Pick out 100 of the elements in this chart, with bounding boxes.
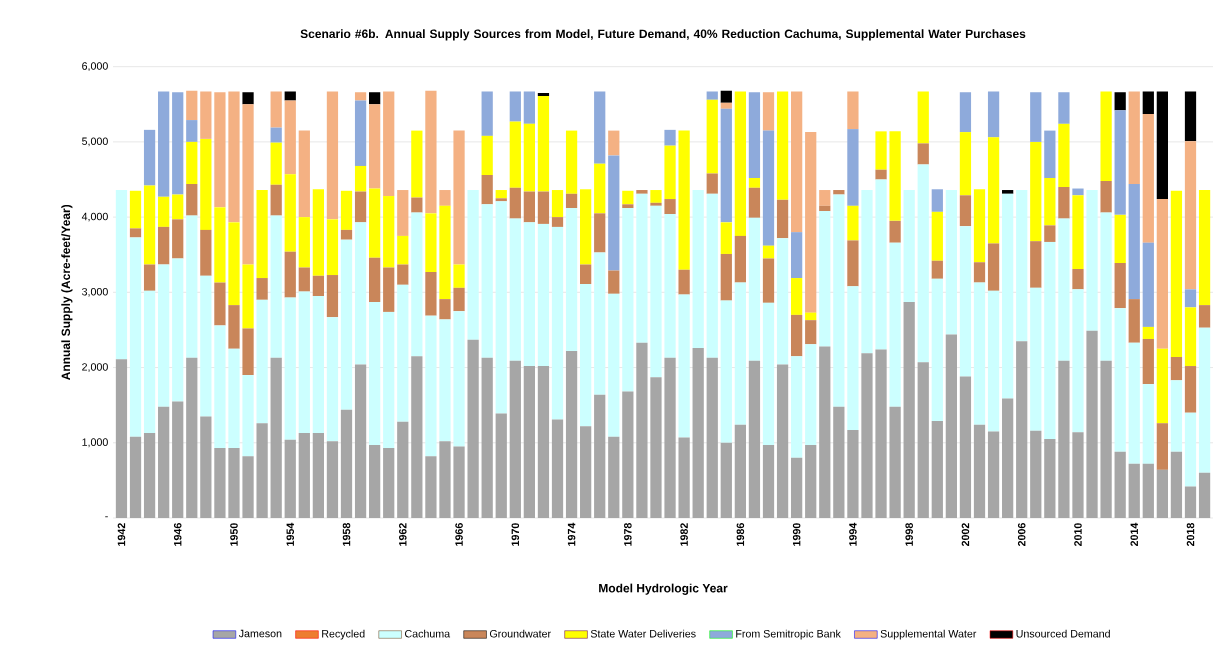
bar <box>369 188 381 258</box>
bar <box>1044 225 1056 243</box>
bar <box>959 92 972 133</box>
bar <box>228 222 240 306</box>
bar <box>608 436 620 519</box>
bar <box>706 99 718 174</box>
bar <box>706 357 718 519</box>
bar <box>734 236 746 283</box>
bar <box>636 193 648 343</box>
bar <box>973 424 986 519</box>
bar <box>720 102 732 109</box>
bar <box>608 155 620 271</box>
bar <box>228 91 240 223</box>
bar <box>720 442 732 519</box>
bar <box>439 299 451 320</box>
bar <box>523 366 536 519</box>
bar <box>354 100 367 167</box>
bar <box>256 423 268 519</box>
bar <box>1030 430 1042 519</box>
bar <box>1002 398 1014 519</box>
bar <box>1128 184 1140 300</box>
bar <box>1142 384 1154 464</box>
bar <box>425 315 437 457</box>
bar <box>945 190 957 335</box>
bar <box>340 239 353 410</box>
bar <box>1100 181 1112 213</box>
bar <box>1114 308 1126 452</box>
bar <box>805 344 817 446</box>
bar <box>1156 348 1168 424</box>
bar <box>861 353 873 519</box>
bar <box>903 190 915 303</box>
bar <box>284 439 296 519</box>
bar <box>1100 360 1112 519</box>
bar <box>551 217 564 228</box>
y-axis-title: Annual Supply (Acre-feet/Year) <box>61 205 73 381</box>
bar <box>1058 92 1070 124</box>
x-tick-label: 2006 <box>1017 523 1026 547</box>
bar <box>467 190 479 340</box>
bar <box>1128 463 1140 519</box>
bar <box>1072 269 1084 290</box>
bar <box>1002 190 1014 194</box>
y-tick-label: 3,000 <box>82 288 108 297</box>
bar <box>298 291 310 434</box>
bar <box>1016 341 1028 519</box>
bar <box>706 193 718 358</box>
bar <box>495 198 507 202</box>
bar <box>383 196 395 268</box>
bar <box>270 127 282 143</box>
bar <box>425 456 437 519</box>
bar <box>354 191 367 223</box>
bar <box>973 262 986 283</box>
bar <box>847 240 859 287</box>
bar <box>1156 469 1168 519</box>
bar <box>537 224 550 367</box>
bar <box>580 264 592 285</box>
bar <box>678 130 690 270</box>
x-tick-label: 1942 <box>117 523 126 546</box>
bar <box>1058 123 1070 188</box>
bar <box>917 143 929 165</box>
bar <box>1086 330 1098 519</box>
bar <box>551 419 564 519</box>
bar <box>1072 432 1084 519</box>
bar <box>748 92 761 179</box>
bar <box>987 243 1000 291</box>
bar <box>411 130 423 198</box>
bar <box>1156 199 1168 349</box>
bar <box>692 190 704 349</box>
bar <box>1142 327 1154 340</box>
bar <box>1114 110 1126 215</box>
x-tick-label: 1978 <box>624 523 632 546</box>
bar <box>200 230 212 276</box>
bar <box>481 91 493 137</box>
x-tick-label: 2002 <box>961 523 970 547</box>
bar <box>1128 91 1140 185</box>
bar <box>706 91 718 100</box>
bar <box>1184 91 1197 142</box>
bar <box>495 190 507 199</box>
bar <box>861 190 873 354</box>
bar <box>945 334 957 519</box>
bar <box>734 424 746 519</box>
chart-title: Scenario #6b. Annual Supply Sources from Model, Future Demand, 40% Reduction Cachuma, Supplemental Water Purchases <box>300 29 1026 41</box>
bar <box>509 121 521 188</box>
bar <box>622 204 634 209</box>
legend-label: State Water Deliveries <box>590 629 696 638</box>
bar <box>256 278 268 300</box>
y-tick-label: - <box>105 516 108 518</box>
bar <box>776 91 789 200</box>
bar <box>397 421 409 519</box>
bar <box>383 312 395 449</box>
bar <box>1030 287 1042 431</box>
x-tick-label: 1974 <box>567 522 576 546</box>
bar <box>1058 218 1070 361</box>
x-tick-label: 2014 <box>1130 522 1139 547</box>
bar <box>931 189 943 212</box>
bar <box>748 360 761 519</box>
bar <box>608 293 620 437</box>
bar <box>875 349 887 519</box>
bar <box>158 196 170 228</box>
bar <box>650 190 662 203</box>
bar <box>565 351 578 519</box>
